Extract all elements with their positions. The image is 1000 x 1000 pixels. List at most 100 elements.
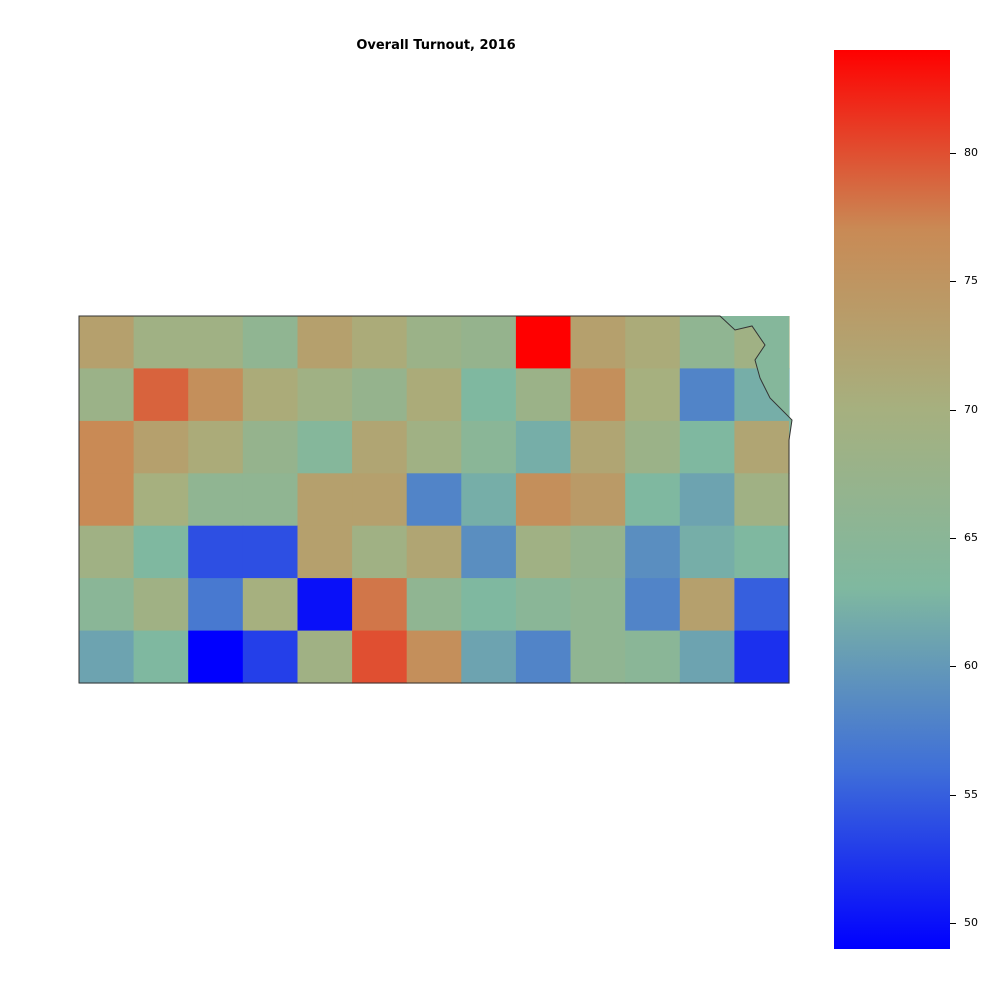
county xyxy=(406,578,462,632)
county xyxy=(461,473,517,527)
county xyxy=(625,420,681,474)
colorbar-tick xyxy=(950,795,956,796)
county xyxy=(352,368,408,422)
county xyxy=(515,316,572,369)
county xyxy=(133,525,189,579)
county xyxy=(515,525,572,579)
county xyxy=(734,525,790,579)
colorbar-tick xyxy=(950,281,956,282)
county xyxy=(188,525,244,579)
colorbar-tick xyxy=(950,666,956,667)
county xyxy=(133,420,189,474)
county xyxy=(570,630,626,684)
county xyxy=(461,630,517,684)
county xyxy=(679,525,735,579)
colorbar-tick-label: 55 xyxy=(964,788,978,801)
county xyxy=(352,630,408,684)
county xyxy=(570,473,626,527)
colorbar-tick-label: 70 xyxy=(964,403,978,416)
county xyxy=(406,630,462,684)
colorbar-tick-label: 50 xyxy=(964,916,978,929)
colorbar-tick xyxy=(950,410,956,411)
county xyxy=(461,525,517,579)
county xyxy=(679,316,735,369)
county xyxy=(625,630,681,684)
county xyxy=(297,578,353,632)
county xyxy=(242,578,298,632)
county xyxy=(625,316,681,369)
county xyxy=(133,630,189,684)
county xyxy=(515,420,572,474)
county xyxy=(570,578,626,632)
colorbar-tick-label: 60 xyxy=(964,659,978,672)
county xyxy=(679,368,735,422)
county xyxy=(679,473,735,527)
colorbar-tick xyxy=(950,538,956,539)
county xyxy=(461,316,517,369)
county xyxy=(352,473,408,527)
county xyxy=(242,420,298,474)
county xyxy=(461,578,517,632)
county xyxy=(625,578,681,632)
county xyxy=(79,368,135,422)
county xyxy=(406,473,462,527)
county xyxy=(79,578,135,632)
county xyxy=(352,420,408,474)
county xyxy=(515,473,572,527)
county xyxy=(515,578,572,632)
county xyxy=(297,473,353,527)
county xyxy=(570,368,626,422)
county xyxy=(406,316,462,369)
county xyxy=(242,316,298,369)
county xyxy=(734,630,790,684)
county xyxy=(679,420,735,474)
county xyxy=(188,473,244,527)
county xyxy=(461,420,517,474)
county xyxy=(297,316,353,369)
county xyxy=(242,630,298,684)
county xyxy=(79,473,135,527)
colorbar-tick xyxy=(950,153,956,154)
county xyxy=(734,420,790,474)
county xyxy=(570,316,626,369)
county-northeast-edge xyxy=(720,316,792,440)
colorbar-tick xyxy=(950,923,956,924)
county xyxy=(242,368,298,422)
county xyxy=(133,316,189,369)
colorbar xyxy=(834,50,950,949)
county xyxy=(570,420,626,474)
county xyxy=(188,420,244,474)
county xyxy=(352,578,408,632)
colorbar-tick-label: 65 xyxy=(964,531,978,544)
county xyxy=(679,630,735,684)
county xyxy=(133,578,189,632)
county xyxy=(352,316,408,369)
county xyxy=(625,473,681,527)
county xyxy=(133,473,189,527)
colorbar-tick-label: 80 xyxy=(964,146,978,159)
county xyxy=(679,578,735,632)
county xyxy=(79,420,135,474)
county xyxy=(242,525,298,579)
state-outline xyxy=(78,315,793,684)
county xyxy=(515,630,572,684)
county xyxy=(406,525,462,579)
colorbar-tick-label: 75 xyxy=(964,274,978,287)
county xyxy=(79,316,135,369)
county xyxy=(625,525,681,579)
county xyxy=(188,578,244,632)
county xyxy=(297,368,353,422)
county xyxy=(133,368,189,422)
map-title: Overall Turnout, 2016 xyxy=(356,38,516,53)
county xyxy=(352,525,408,579)
county xyxy=(297,420,353,474)
county xyxy=(406,368,462,422)
county xyxy=(297,525,353,579)
county xyxy=(188,630,244,684)
county xyxy=(188,316,244,369)
county xyxy=(461,368,517,422)
county xyxy=(79,630,135,684)
county xyxy=(79,525,135,579)
